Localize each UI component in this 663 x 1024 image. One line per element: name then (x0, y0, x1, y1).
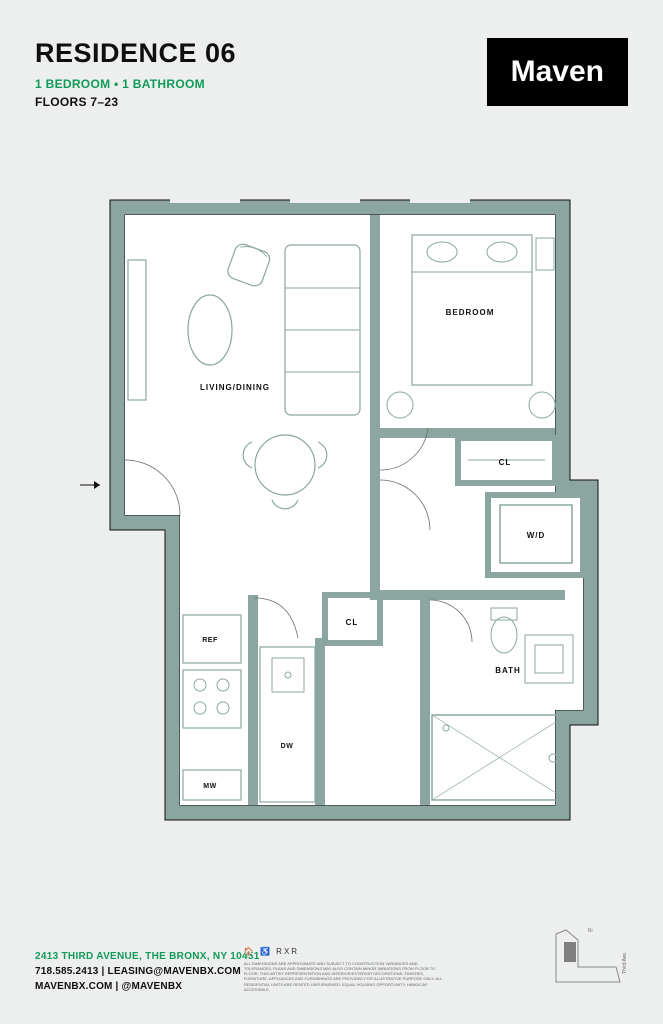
wd-label: W/D (527, 531, 546, 540)
bath-label: BATH (495, 666, 521, 675)
cl1-label: CL (499, 458, 512, 467)
footer-web-social: MAVENBX.COM | @MAVENBX (35, 981, 260, 992)
maven-logo: Maven (487, 38, 628, 106)
footer-disclaimer-block: 🏠 ♿ RXR ALL DIMENSIONS ARE APPROXIMATE A… (244, 947, 444, 992)
living-label: LIVING/DINING (200, 383, 270, 392)
header: RESIDENCE 06 1 BEDROOM • 1 BATHROOM FLOO… (35, 38, 628, 109)
title-block: RESIDENCE 06 1 BEDROOM • 1 BATHROOM FLOO… (35, 38, 236, 109)
bedroom-label: BEDROOM (446, 308, 495, 317)
residence-floors: FLOORS 7–23 (35, 95, 236, 109)
svg-text:N↑: N↑ (588, 928, 594, 934)
cl2-label: CL (346, 618, 359, 627)
footer-phone-email: 718.585.2413 | LEASING@MAVENBX.COM (35, 966, 260, 977)
footer-contact: 2413 THIRD AVENUE, THE BRONX, NY 10451 7… (35, 951, 260, 992)
footer: 2413 THIRD AVENUE, THE BRONX, NY 10451 7… (35, 922, 628, 992)
dw-label: DW (281, 743, 294, 750)
residence-subtitle: 1 BEDROOM • 1 BATHROOM (35, 77, 236, 91)
ref-label: REF (202, 637, 218, 644)
svg-text:Third Ave.: Third Ave. (622, 952, 628, 974)
footer-address: 2413 THIRD AVENUE, THE BRONX, NY 10451 (35, 951, 260, 962)
keyplan: N↑ Third Ave. (548, 922, 628, 992)
floorplan: LIVING/DINING BEDROOM BATH CL CL W/D REF… (80, 180, 600, 830)
mw-label: MW (203, 783, 216, 790)
footer-disclaimer: ALL DIMENSIONS ARE APPROXIMATE AND SUBJE… (244, 961, 444, 992)
footer-icons: 🏠 ♿ RXR (244, 947, 444, 957)
residence-title: RESIDENCE 06 (35, 38, 236, 69)
